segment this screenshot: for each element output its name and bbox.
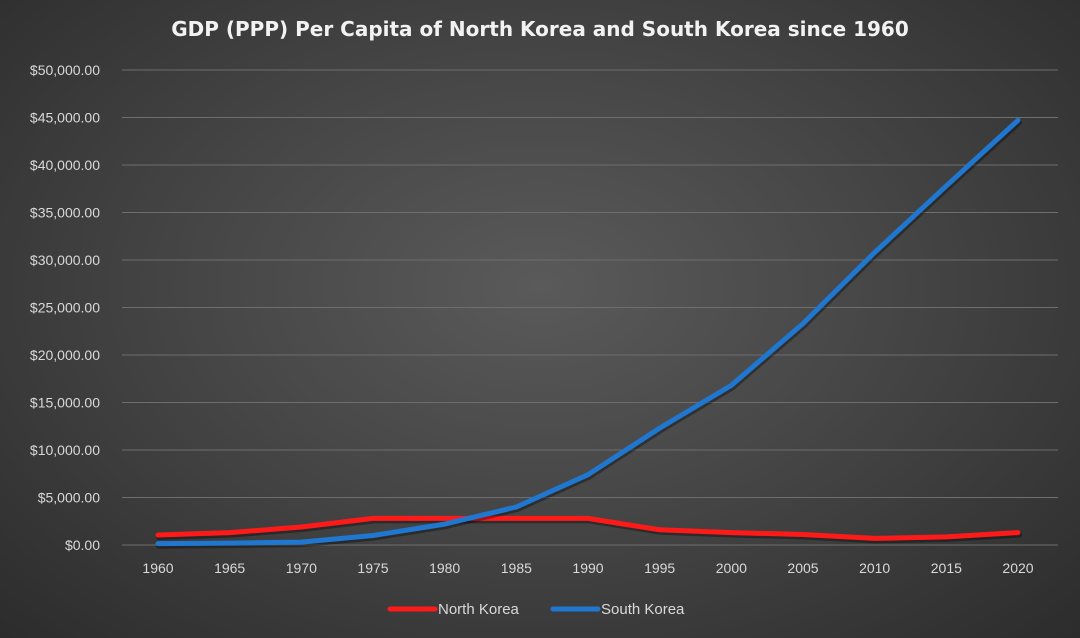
x-tick-label: 1970: [286, 560, 317, 576]
y-tick-label: $50,000.00: [30, 62, 100, 78]
chart-title: GDP (PPP) Per Capita of North Korea and …: [171, 17, 909, 41]
x-tick-label: 2000: [716, 560, 747, 576]
x-tick-label: 1985: [501, 560, 532, 576]
y-tick-label: $40,000.00: [30, 157, 100, 173]
x-tick-label: 2010: [859, 560, 890, 576]
y-tick-label: $45,000.00: [30, 110, 100, 126]
x-tick-label: 2005: [787, 560, 818, 576]
y-tick-label: $30,000.00: [30, 252, 100, 268]
series-lines: [155, 117, 1022, 549]
series-shadow: [156, 119, 1022, 549]
y-axis-ticks: $0.00 $5,000.00 $10,000.00 $15,000.00 $20,00…: [30, 62, 100, 553]
y-tick-label: $15,000.00: [30, 395, 100, 411]
y-tick-label: $25,000.00: [30, 300, 100, 316]
legend: North Korea South Korea: [387, 601, 685, 618]
x-tick-label: 1995: [644, 560, 675, 576]
x-tick-label: 1980: [429, 560, 460, 576]
legend-label: North Korea: [438, 601, 520, 618]
x-tick-label: 1975: [357, 560, 388, 576]
y-tick-label: $35,000.00: [30, 205, 100, 221]
y-tick-label: $10,000.00: [30, 442, 100, 458]
legend-label: South Korea: [601, 601, 685, 618]
x-axis-ticks: 1960 1965 1970 1975 1980 1985 1990 1995 2000 2005…: [142, 560, 1033, 576]
y-tick-label: $20,000.00: [30, 347, 100, 363]
x-tick-label: 2020: [1002, 560, 1033, 576]
x-tick-label: 2015: [931, 560, 962, 576]
gridlines: [122, 69, 1058, 546]
x-tick-label: 1990: [572, 560, 603, 576]
x-tick-label: 1965: [214, 560, 245, 576]
y-tick-label: $0.00: [65, 537, 100, 553]
y-tick-label: $5,000.00: [38, 490, 100, 506]
x-tick-label: 1960: [142, 560, 173, 576]
